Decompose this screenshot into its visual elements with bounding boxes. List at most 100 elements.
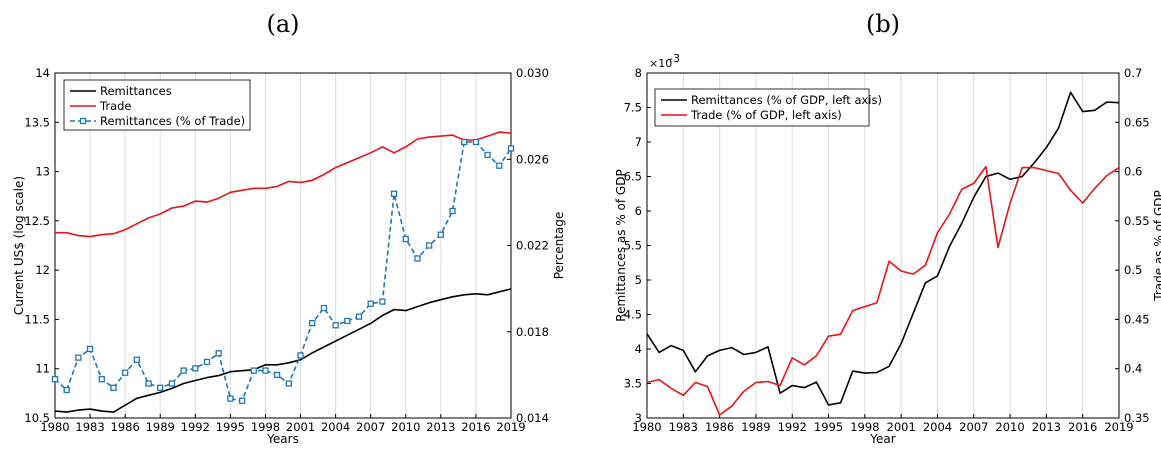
series-point	[402, 235, 409, 243]
y-left-tick-label: 7.5	[624, 101, 642, 115]
series-point	[145, 380, 152, 387]
y-right-tick-label: 0.014	[516, 411, 549, 425]
y-left-tick-label: 11.5	[24, 312, 50, 326]
series-point	[390, 190, 398, 197]
x-tick-label: 1998	[850, 420, 879, 434]
series-point	[379, 298, 386, 305]
x-tick-label: 1995	[814, 420, 843, 434]
legend-entry-2: Remittances (% of Trade)	[100, 114, 245, 128]
y-left-axis-label: Remittances as % of GDP	[614, 169, 628, 321]
series-point	[449, 207, 456, 215]
y-left-exponent: ×10	[649, 57, 672, 70]
x-tick-label: 2019	[496, 420, 525, 434]
x-tick-label: 2010	[391, 420, 420, 434]
series-point	[180, 367, 187, 374]
series-line-1	[55, 131, 512, 238]
x-tick-label: 1983	[75, 420, 104, 434]
legend-swatch-marker	[79, 117, 87, 125]
series-point	[320, 304, 328, 312]
x-tick-label: 1992	[181, 420, 210, 434]
series-point	[75, 354, 82, 361]
series-point	[461, 138, 468, 146]
y-left-tick-label: 5	[635, 273, 642, 287]
y-right-axis-label: Percentage	[552, 212, 566, 280]
series-point	[496, 162, 503, 169]
y-right-tick-label: 0.022	[516, 239, 549, 253]
y-right-tick-label: 0.35	[1124, 411, 1150, 425]
y-left-axis-label: Current US$ (log scale)	[12, 176, 26, 315]
series-point	[192, 365, 199, 372]
x-tick-label: 1989	[741, 420, 770, 434]
x-tick-label: 2016	[461, 420, 490, 434]
x-tick-label: 1995	[216, 420, 245, 434]
series-point	[297, 352, 304, 359]
x-tick-label: 1980	[632, 420, 661, 434]
y-right-tick-label: 0.6	[1124, 165, 1142, 179]
legend-entry-1: Trade (% of GDP, left axis)	[690, 108, 842, 122]
x-tick-label: 2004	[321, 420, 350, 434]
y-left-tick-label: 6	[635, 204, 642, 218]
series-point	[437, 231, 444, 238]
y-left-tick-label: 8	[635, 66, 642, 80]
series-point	[309, 319, 316, 327]
x-tick-label: 1986	[111, 420, 140, 434]
y-right-tick-label: 0.018	[516, 325, 549, 339]
y-right-tick-label: 0.030	[516, 66, 549, 80]
series-point	[414, 255, 421, 262]
y-left-exponent-power: -3	[669, 52, 680, 65]
legend-entry-0: Remittances (% of GDP, left axis)	[691, 93, 882, 107]
legend-box	[654, 88, 870, 127]
series-line-1	[646, 165, 1120, 416]
x-tick-label: 2007	[959, 420, 988, 434]
x-tick-label: 2007	[356, 420, 385, 434]
series-point	[355, 313, 363, 320]
y-left-tick-label: 13.5	[24, 115, 50, 129]
series-line-0	[646, 91, 1120, 406]
series-point	[507, 145, 515, 152]
y-left-tick-label: 11	[35, 362, 50, 376]
y-right-tick-label: 0.026	[516, 152, 549, 166]
series-point	[472, 138, 480, 146]
x-tick-label: 2001	[286, 420, 315, 434]
y-right-tick-label: 0.55	[1124, 214, 1150, 228]
x-tick-label: 1992	[778, 420, 807, 434]
y-right-tick-label: 0.7	[1124, 66, 1142, 80]
series-point	[51, 376, 59, 383]
x-tick-label: 2004	[923, 420, 952, 434]
x-tick-label: 1998	[251, 420, 280, 434]
y-left-tick-label: 12.5	[24, 214, 50, 228]
series-line-2	[54, 141, 512, 402]
y-right-tick-label: 0.65	[1124, 115, 1150, 129]
legend-entry-1: Trade	[99, 99, 132, 113]
series-point	[274, 371, 281, 379]
x-tick-label: 2001	[887, 420, 916, 434]
y-left-tick-label: 10.5	[24, 411, 50, 425]
y-left-tick-label: 3.5	[624, 377, 642, 391]
y-left-tick-label: 6.5	[624, 170, 642, 184]
x-tick-label: 2016	[1068, 420, 1097, 434]
y-left-tick-label: 12	[35, 263, 50, 277]
x-axis-label: Years	[266, 432, 299, 446]
x-tick-label: 1986	[705, 420, 734, 434]
y-left-tick-label: 4.5	[624, 308, 642, 322]
series-point	[227, 395, 234, 402]
panel-label: (b)	[866, 10, 900, 38]
series-point	[344, 317, 351, 325]
series-point	[86, 345, 94, 353]
y-right-axis-label: Trade as % of GDP	[1152, 190, 1161, 301]
series-point	[367, 300, 374, 307]
panel-label: (a)	[266, 10, 299, 38]
y-left-tick-label: 14	[35, 66, 50, 80]
y-right-tick-label: 0.4	[1124, 362, 1142, 376]
x-tick-label: 1989	[146, 420, 175, 434]
y-left-tick-label: 5.5	[624, 239, 642, 253]
series-point	[238, 397, 246, 404]
x-tick-label: 1983	[669, 420, 698, 434]
y-right-tick-label: 0.45	[1124, 312, 1150, 326]
series-point	[426, 242, 433, 249]
series-point	[215, 350, 222, 357]
y-left-tick-label: 3	[635, 411, 642, 425]
y-left-tick-label: 7	[635, 135, 642, 149]
